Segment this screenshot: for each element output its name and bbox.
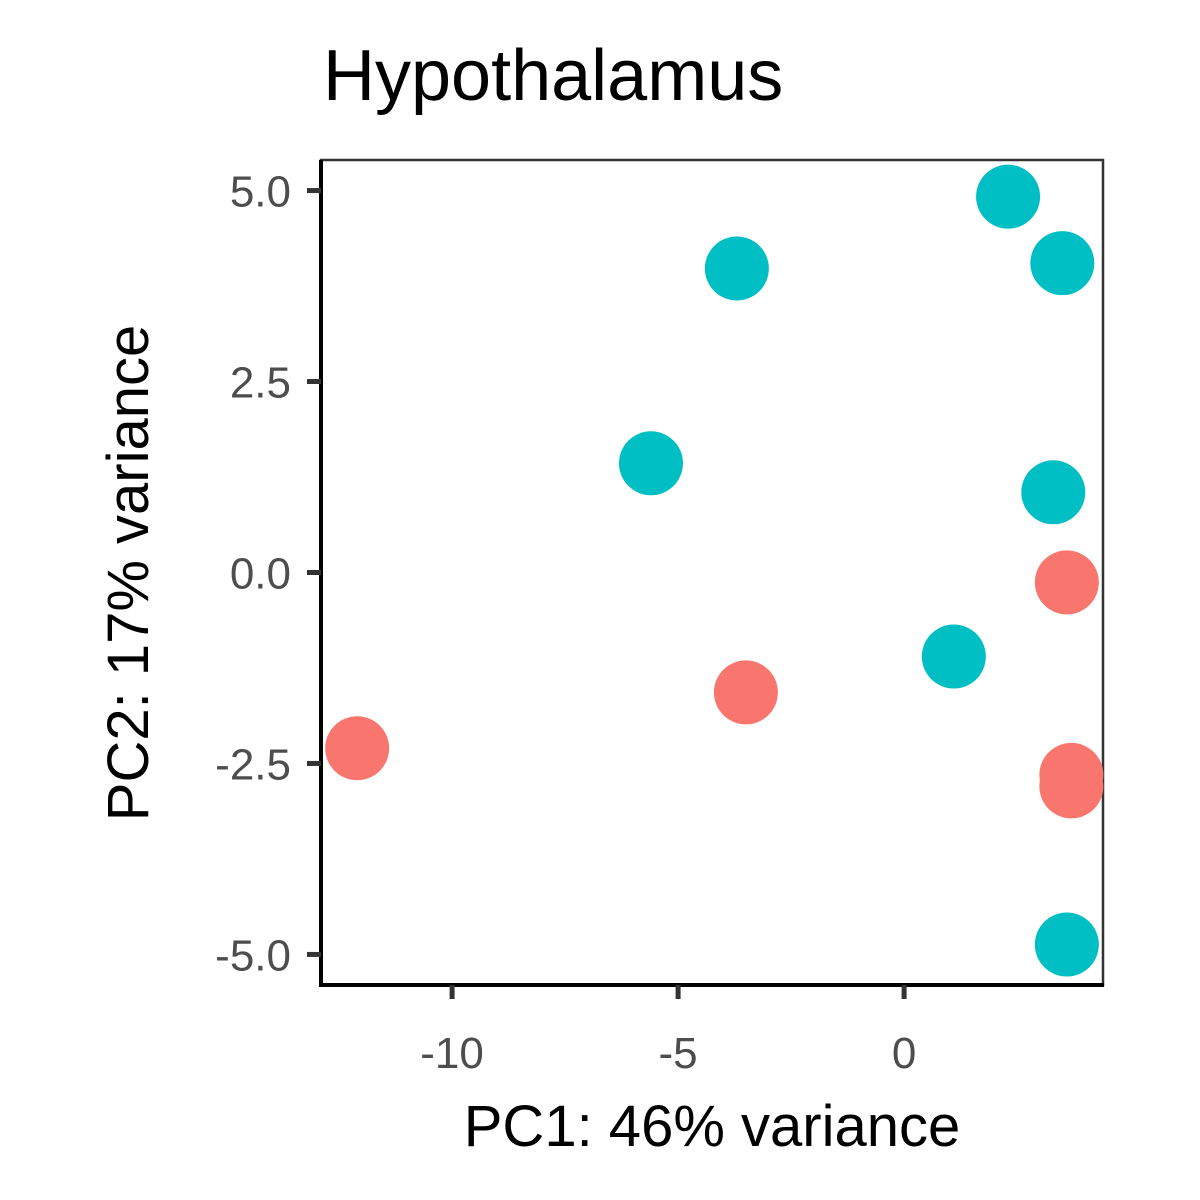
- chart-title: Hypothalamus: [323, 36, 783, 116]
- x-tick-label: -10: [420, 1029, 484, 1078]
- y-tick-label: -2.5: [215, 740, 291, 789]
- plot-panel: [319, 158, 1105, 987]
- data-point: [1034, 912, 1099, 977]
- data-point: [976, 164, 1041, 229]
- x-axis-ticks: -10 -5 0: [420, 985, 916, 1078]
- data-point: [618, 431, 683, 496]
- data-point: [921, 624, 986, 689]
- data-point: [1034, 550, 1099, 615]
- x-axis-title: PC1: 46% variance: [464, 1094, 960, 1159]
- x-tick-label: -5: [659, 1029, 698, 1078]
- y-tick-label: -5.0: [215, 931, 291, 980]
- data-point: [1039, 754, 1104, 819]
- data-point: [704, 236, 769, 301]
- data-point: [713, 660, 778, 725]
- data-points: [325, 164, 1104, 977]
- data-point: [1030, 231, 1095, 296]
- x-tick-label: 0: [892, 1029, 916, 1078]
- data-point: [1021, 460, 1086, 525]
- y-tick-label: 5.0: [230, 168, 291, 217]
- y-tick-label: 0.0: [230, 550, 291, 599]
- y-axis-ticks: 5.0 2.5 0.0 -2.5 -5.0: [215, 168, 321, 980]
- y-tick-label: 2.5: [230, 359, 291, 408]
- data-point: [325, 716, 390, 781]
- y-axis-title: PC2: 17% variance: [96, 325, 161, 821]
